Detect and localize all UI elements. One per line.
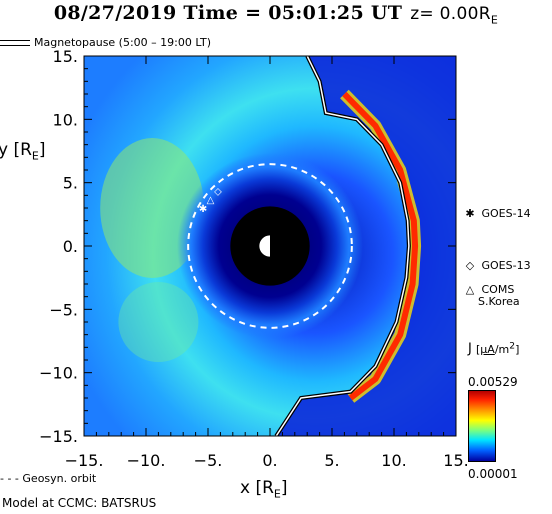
x-axis-label: x [RE] [240, 478, 288, 501]
y-tick-label: 10. [53, 110, 78, 129]
magnetopause-legend-line-icon [0, 40, 30, 46]
x-tick-label: −10. [127, 451, 166, 470]
legend-goes13: ◇ GOES-13 [462, 260, 531, 272]
colorbar-max: 0.00529 [468, 375, 518, 389]
diamond-icon: ◇ [465, 259, 475, 272]
chart-title: 08/27/2019 Time = 05:01:25 UT z= 0.00RE [0, 2, 552, 26]
heatmap-lobe-south [118, 282, 199, 362]
legend-goes14: ✱ GOES-14 [462, 207, 530, 220]
heatmap-clip-group: ✱ ◇△ [100, 56, 456, 436]
colorbar-label: J [μA/m2] [468, 340, 520, 357]
y-axis-label: y [RE] [0, 140, 46, 163]
title-time: 08/27/2019 Time = 05:01:25 UT [53, 2, 403, 24]
x-tick-label: 0. [262, 451, 277, 470]
y-tick-label: −10. [39, 364, 78, 383]
x-tick-label: −5. [194, 451, 223, 470]
x-tick-label: 10. [381, 451, 406, 470]
geosyn-legend: - - - Geosyn. orbit [0, 472, 97, 485]
colorbar-min: 0.00001 [468, 467, 518, 481]
colorbar [468, 390, 496, 462]
magnetopause-line-inner [275, 56, 410, 436]
current-sheet-core [342, 91, 419, 401]
earth-night-side [270, 234, 282, 258]
spacecraft-marker-goes13: ◇ [214, 186, 222, 197]
x-tick-label: 5. [324, 451, 339, 470]
spacecraft-marker-goes14: ✱ [199, 204, 207, 215]
y-tick-label: 5. [63, 174, 78, 193]
x-tick-label: −15. [65, 451, 104, 470]
legend-coms: △ COMS S.Korea [462, 284, 520, 308]
model-credit: Model at CCMC: BATSRUS [2, 496, 157, 510]
y-tick-label: 0. [63, 237, 78, 256]
title-z: z= 0.00RE [410, 4, 499, 27]
plot-area: ✱ ◇△ −15. −10. −5. 0. 5. 10. 15. 15. 10. 5. 0. −5. −10… [39, 47, 469, 470]
x-tick-label: 15. [443, 451, 468, 470]
asterisk-icon: ✱ [465, 207, 475, 220]
triangle-icon: △ [465, 283, 475, 296]
magnetosheath-region [276, 56, 456, 436]
y-tick-label: −5. [49, 300, 78, 319]
y-tick-label: −15. [39, 427, 78, 446]
magnetopause-legend: Magnetopause (5:00 – 19:00 LT) [0, 36, 211, 49]
geosync-orbit [187, 163, 353, 329]
y-tick-label: 15. [53, 47, 78, 66]
spacecraft-marker-coms: △ [207, 195, 215, 206]
